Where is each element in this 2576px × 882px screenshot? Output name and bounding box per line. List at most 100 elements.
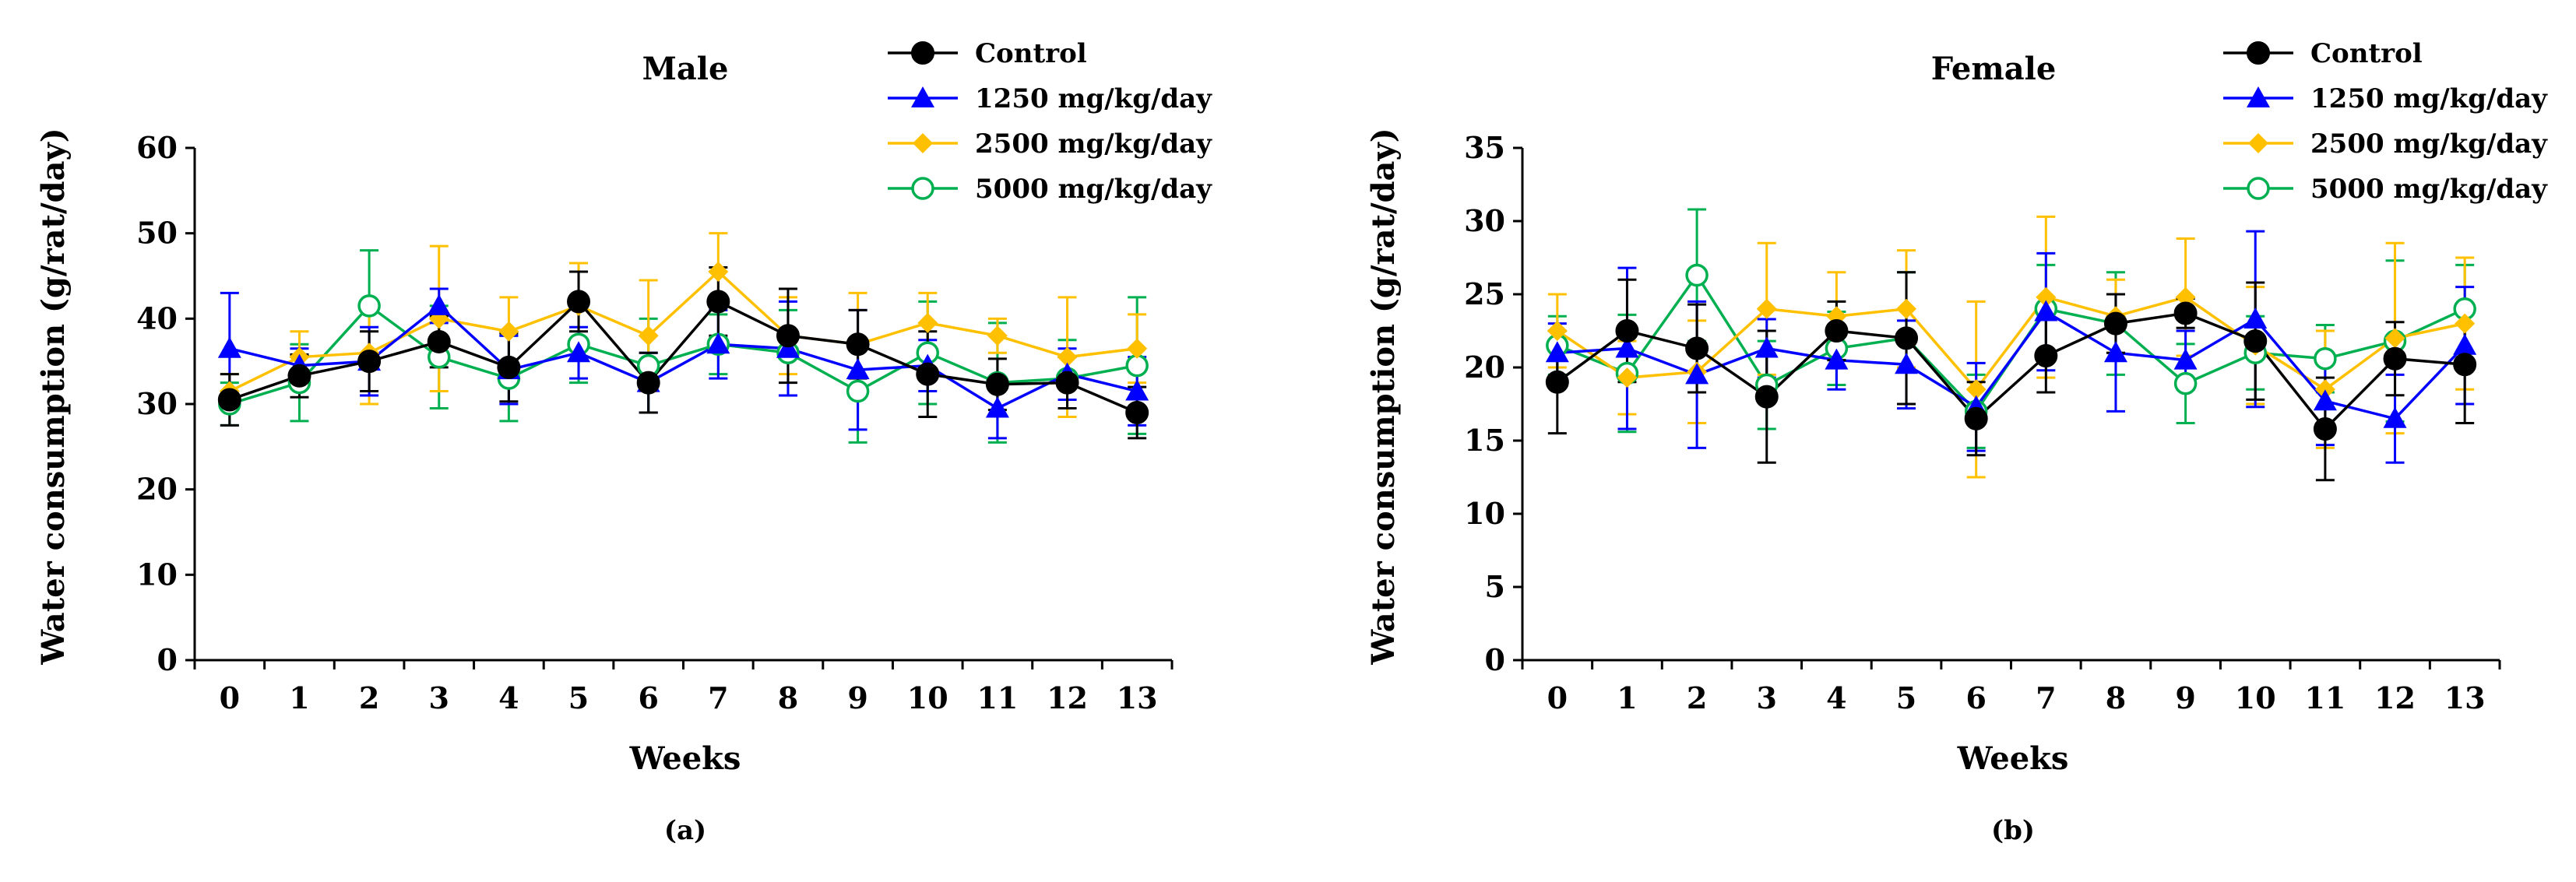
data-point <box>2036 286 2057 307</box>
x-tick-label: 10 <box>2235 680 2276 715</box>
legend-marker <box>2248 133 2268 153</box>
legend-marker <box>911 86 934 107</box>
data-point <box>1685 263 1709 287</box>
legend-marker <box>911 177 934 200</box>
y-tick-label: 30 <box>1464 203 1505 238</box>
data-point <box>567 341 591 363</box>
markers-control <box>1545 301 2477 441</box>
data-point <box>1756 298 1777 319</box>
data-point <box>287 364 311 388</box>
x-tick-label: 3 <box>1757 680 1777 715</box>
y-tick-label: 50 <box>136 216 178 251</box>
data-point <box>1125 400 1149 424</box>
data-point <box>2175 286 2196 307</box>
y-tick-label: 10 <box>136 557 178 592</box>
x-tick-label: 2 <box>1687 680 1707 715</box>
x-tick-label: 1 <box>1617 680 1637 715</box>
data-point <box>846 332 870 357</box>
x-tick-label: 12 <box>1047 680 1088 715</box>
data-point <box>638 325 659 346</box>
data-point <box>2034 300 2058 322</box>
data-point <box>1055 371 1079 395</box>
series-mg5000 <box>1547 208 2475 449</box>
legend-label: 2500 mg/kg/day <box>2310 128 2548 160</box>
data-point <box>987 325 1008 346</box>
panel-label: (b) <box>1991 815 2035 846</box>
series-control <box>1547 271 2475 482</box>
legend-label: 2500 mg/kg/day <box>975 128 1212 160</box>
y-tick-label: 15 <box>1464 423 1505 458</box>
x-tick-label: 7 <box>2036 680 2056 715</box>
legend-label: Control <box>2310 38 2423 69</box>
data-point <box>1547 321 1568 341</box>
legend-marker <box>911 41 934 65</box>
data-point <box>1685 363 1709 385</box>
data-point <box>1964 406 1988 430</box>
series-line <box>229 304 1138 410</box>
data-point <box>1545 370 1569 394</box>
data-point <box>567 290 591 314</box>
y-tick-label: 20 <box>136 472 178 507</box>
data-point <box>2103 341 2127 363</box>
data-point <box>1895 326 1919 350</box>
markers-mg1250 <box>1545 300 2477 428</box>
data-point <box>357 294 381 318</box>
data-point <box>846 379 870 403</box>
data-point <box>2243 329 2268 353</box>
x-tick-label: 12 <box>2374 680 2416 715</box>
data-point <box>2034 343 2058 367</box>
data-point <box>2173 348 2198 370</box>
legend-marker <box>2247 41 2270 65</box>
legend-label: 1250 mg/kg/day <box>2310 83 2548 114</box>
y-tick-label: 0 <box>1485 642 1505 677</box>
x-tick-label: 9 <box>847 680 867 715</box>
data-point <box>217 336 241 358</box>
series-line <box>229 299 1138 414</box>
x-tick-label: 8 <box>2106 680 2126 715</box>
y-tick-label: 35 <box>1464 130 1505 165</box>
x-tick-label: 9 <box>2175 680 2195 715</box>
data-point <box>2173 371 2198 395</box>
x-tick-label: 1 <box>289 680 309 715</box>
chart-title: Female <box>1931 51 2057 87</box>
x-tick-label: 4 <box>1826 680 1846 715</box>
legend: Control 1250 mg/kg/day 2500 mg/kg/day 5000 … <box>888 38 1212 205</box>
data-point <box>708 262 729 283</box>
series-mg5000 <box>220 249 1147 444</box>
series-line <box>1557 310 2466 420</box>
data-point <box>1615 336 1639 358</box>
data-point <box>2453 333 2477 355</box>
data-point <box>1895 353 1919 374</box>
data-point <box>497 355 521 379</box>
panel-label: (a) <box>664 815 706 846</box>
x-tick-label: 2 <box>359 680 379 715</box>
data-point <box>916 362 940 386</box>
x-tick-label: 8 <box>778 680 798 715</box>
legend-marker <box>913 133 933 153</box>
chart-title: Male <box>642 51 729 87</box>
data-point <box>1754 336 1779 358</box>
x-axis-label: Weeks <box>1957 740 2069 777</box>
data-point <box>357 350 382 374</box>
legend-label: Control <box>975 38 1087 69</box>
legend-label: 5000 mg/kg/day <box>975 174 1212 205</box>
y-tick-label: 20 <box>1464 350 1505 385</box>
data-point <box>2383 406 2407 428</box>
y-tick-label: 30 <box>136 386 178 421</box>
x-tick-label: 0 <box>1547 680 1568 715</box>
x-tick-label: 10 <box>907 680 948 715</box>
data-point <box>1545 341 1569 363</box>
data-point <box>427 293 451 315</box>
data-point <box>2313 416 2337 441</box>
data-point <box>985 372 1009 396</box>
series-line <box>1556 311 2465 431</box>
data-point <box>706 290 730 314</box>
data-point <box>498 321 519 342</box>
y-axis-label: Water consumption (g/rat/day) <box>1365 128 1402 665</box>
y-tick-label: 40 <box>136 300 178 336</box>
data-point <box>1685 336 1709 360</box>
data-point <box>1825 319 1849 343</box>
y-tick-label: 10 <box>1464 496 1505 531</box>
